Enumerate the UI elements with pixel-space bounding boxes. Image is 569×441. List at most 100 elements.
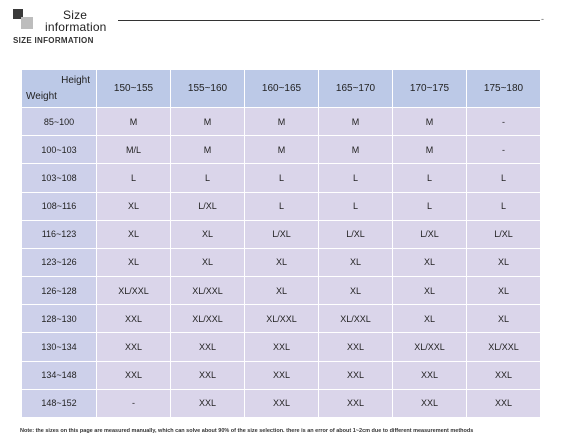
size-cell: XL — [392, 247, 467, 278]
size-cell: M — [318, 135, 393, 165]
weight-cell: 103~108 — [21, 163, 97, 193]
table-row: 85~100 M M M M M - — [21, 106, 541, 137]
size-cell: - — [96, 388, 171, 419]
weight-cell: 128~130 — [21, 304, 97, 334]
size-cell: XL/XXL — [170, 304, 245, 334]
size-cell: XL — [170, 247, 245, 278]
size-cell: XL — [392, 304, 467, 334]
size-cell: L — [96, 163, 171, 193]
size-cell: L — [244, 163, 319, 193]
table-row: 123~126 XL XL XL XL XL XL — [21, 247, 541, 278]
size-cell: L — [318, 163, 393, 193]
size-cell: XXL — [318, 388, 393, 419]
weight-cell: 108~116 — [21, 191, 97, 221]
size-cell: L — [392, 191, 467, 221]
weight-cell: 130~134 — [21, 332, 97, 362]
size-cell: M — [244, 135, 319, 165]
size-cell: XXL — [96, 360, 171, 390]
size-cell: L/XL — [244, 219, 319, 249]
header-subtitle: SIZE INFORMATION — [13, 36, 94, 45]
size-cell: XL/XXL — [244, 304, 319, 334]
column-header: 150~155 — [96, 69, 171, 108]
size-cell: XL — [170, 219, 245, 249]
table-corner-cell: Height Weight — [21, 69, 97, 108]
size-cell: - — [466, 135, 541, 165]
measurement-note: Note: the sizes on this page are measure… — [20, 428, 474, 434]
size-cell: L/XL — [392, 219, 467, 249]
size-cell: XXL — [392, 388, 467, 419]
size-cell: XL/XXL — [318, 304, 393, 334]
size-cell: XL/XXL — [170, 276, 245, 306]
size-cell: M — [392, 135, 467, 165]
table-row: 100~103 M/L M M M M - — [21, 135, 541, 165]
size-cell: XL — [466, 276, 541, 306]
size-cell: XL — [244, 247, 319, 278]
logo-light-square — [21, 17, 33, 29]
size-cell: XL/XXL — [96, 276, 171, 306]
size-cell: XXL — [170, 388, 245, 419]
size-cell: XL — [96, 219, 171, 249]
size-cell: - — [466, 106, 541, 137]
table-header-row: Height Weight 150~155 155~160 160~165 16… — [21, 69, 541, 108]
size-cell: XXL — [170, 332, 245, 362]
height-axis-label: Height — [61, 75, 90, 86]
size-cell: XXL — [96, 304, 171, 334]
table-row: 128~130 XXL XL/XXL XL/XXL XL/XXL XL XL — [21, 304, 541, 334]
logo-dark-square — [13, 9, 23, 19]
size-cell: XL — [318, 247, 393, 278]
size-cell: M — [96, 106, 171, 137]
header-divider — [118, 20, 540, 21]
size-cell: XXL — [392, 360, 467, 390]
weight-axis-label: Weight — [26, 91, 57, 102]
column-header: 165~170 — [318, 69, 393, 108]
size-cell: M — [318, 106, 393, 137]
size-cell: M — [170, 135, 245, 165]
column-header: 155~160 — [170, 69, 245, 108]
size-table: Height Weight 150~155 155~160 160~165 16… — [21, 69, 541, 419]
table-row: 103~108 L L L L L L — [21, 163, 541, 193]
table-body: 85~100 M M M M M -100~103 M/L M M M M -103~108 L L L L L L… — [21, 106, 541, 419]
weight-cell: 116~123 — [21, 219, 97, 249]
table-row: 148~152- XXL XXL XXL XXL XXL — [21, 388, 541, 419]
weight-cell: 85~100 — [21, 106, 97, 137]
column-header: 160~165 — [244, 69, 319, 108]
header-title-line2: information — [45, 20, 107, 34]
table-row: 126~128 XL/XXL XL/XXL XL XL XL XL — [21, 276, 541, 306]
size-cell: L/XL — [170, 191, 245, 221]
size-cell: M/L — [96, 135, 171, 165]
size-cell: L — [392, 163, 467, 193]
table-row: 130~134 XXL XXL XXL XXL XL/XXL XL/XXL — [21, 332, 541, 362]
size-cell: XXL — [244, 332, 319, 362]
weight-cell: 148~152 — [21, 388, 97, 419]
size-cell: XXL — [170, 360, 245, 390]
header-title-line1: Size — [63, 8, 88, 22]
table-row: 134~148 XXL XXL XXL XXL XXL XXL — [21, 360, 541, 390]
size-cell: L/XL — [466, 219, 541, 249]
size-cell: XL — [96, 247, 171, 278]
size-cell: M — [244, 106, 319, 137]
size-cell: L — [170, 163, 245, 193]
size-cell: XL/XXL — [466, 332, 541, 362]
size-cell: XXL — [318, 332, 393, 362]
size-cell: XXL — [318, 360, 393, 390]
size-cell: XXL — [466, 388, 541, 419]
weight-cell: 134~148 — [21, 360, 97, 390]
size-cell: XL — [392, 276, 467, 306]
size-cell: M — [170, 106, 245, 137]
size-cell: XXL — [96, 332, 171, 362]
column-header: 170~175 — [392, 69, 467, 108]
size-cell: XL — [466, 304, 541, 334]
size-cell: XL — [318, 276, 393, 306]
table-row: 108~116 XL L/XL L L L L — [21, 191, 541, 221]
size-cell: L — [466, 191, 541, 221]
weight-cell: 126~128 — [21, 276, 97, 306]
column-header: 175~180 — [466, 69, 541, 108]
size-cell: XL — [96, 191, 171, 221]
weight-cell: 100~103 — [21, 135, 97, 165]
weight-cell: 123~126 — [21, 247, 97, 278]
size-cell: XXL — [244, 388, 319, 419]
size-cell: M — [392, 106, 467, 137]
header-end-mark: - — [541, 14, 544, 24]
size-cell: XL/XXL — [392, 332, 467, 362]
table-row: 116~123 XL XL L/XL L/XL L/XL L/XL — [21, 219, 541, 249]
